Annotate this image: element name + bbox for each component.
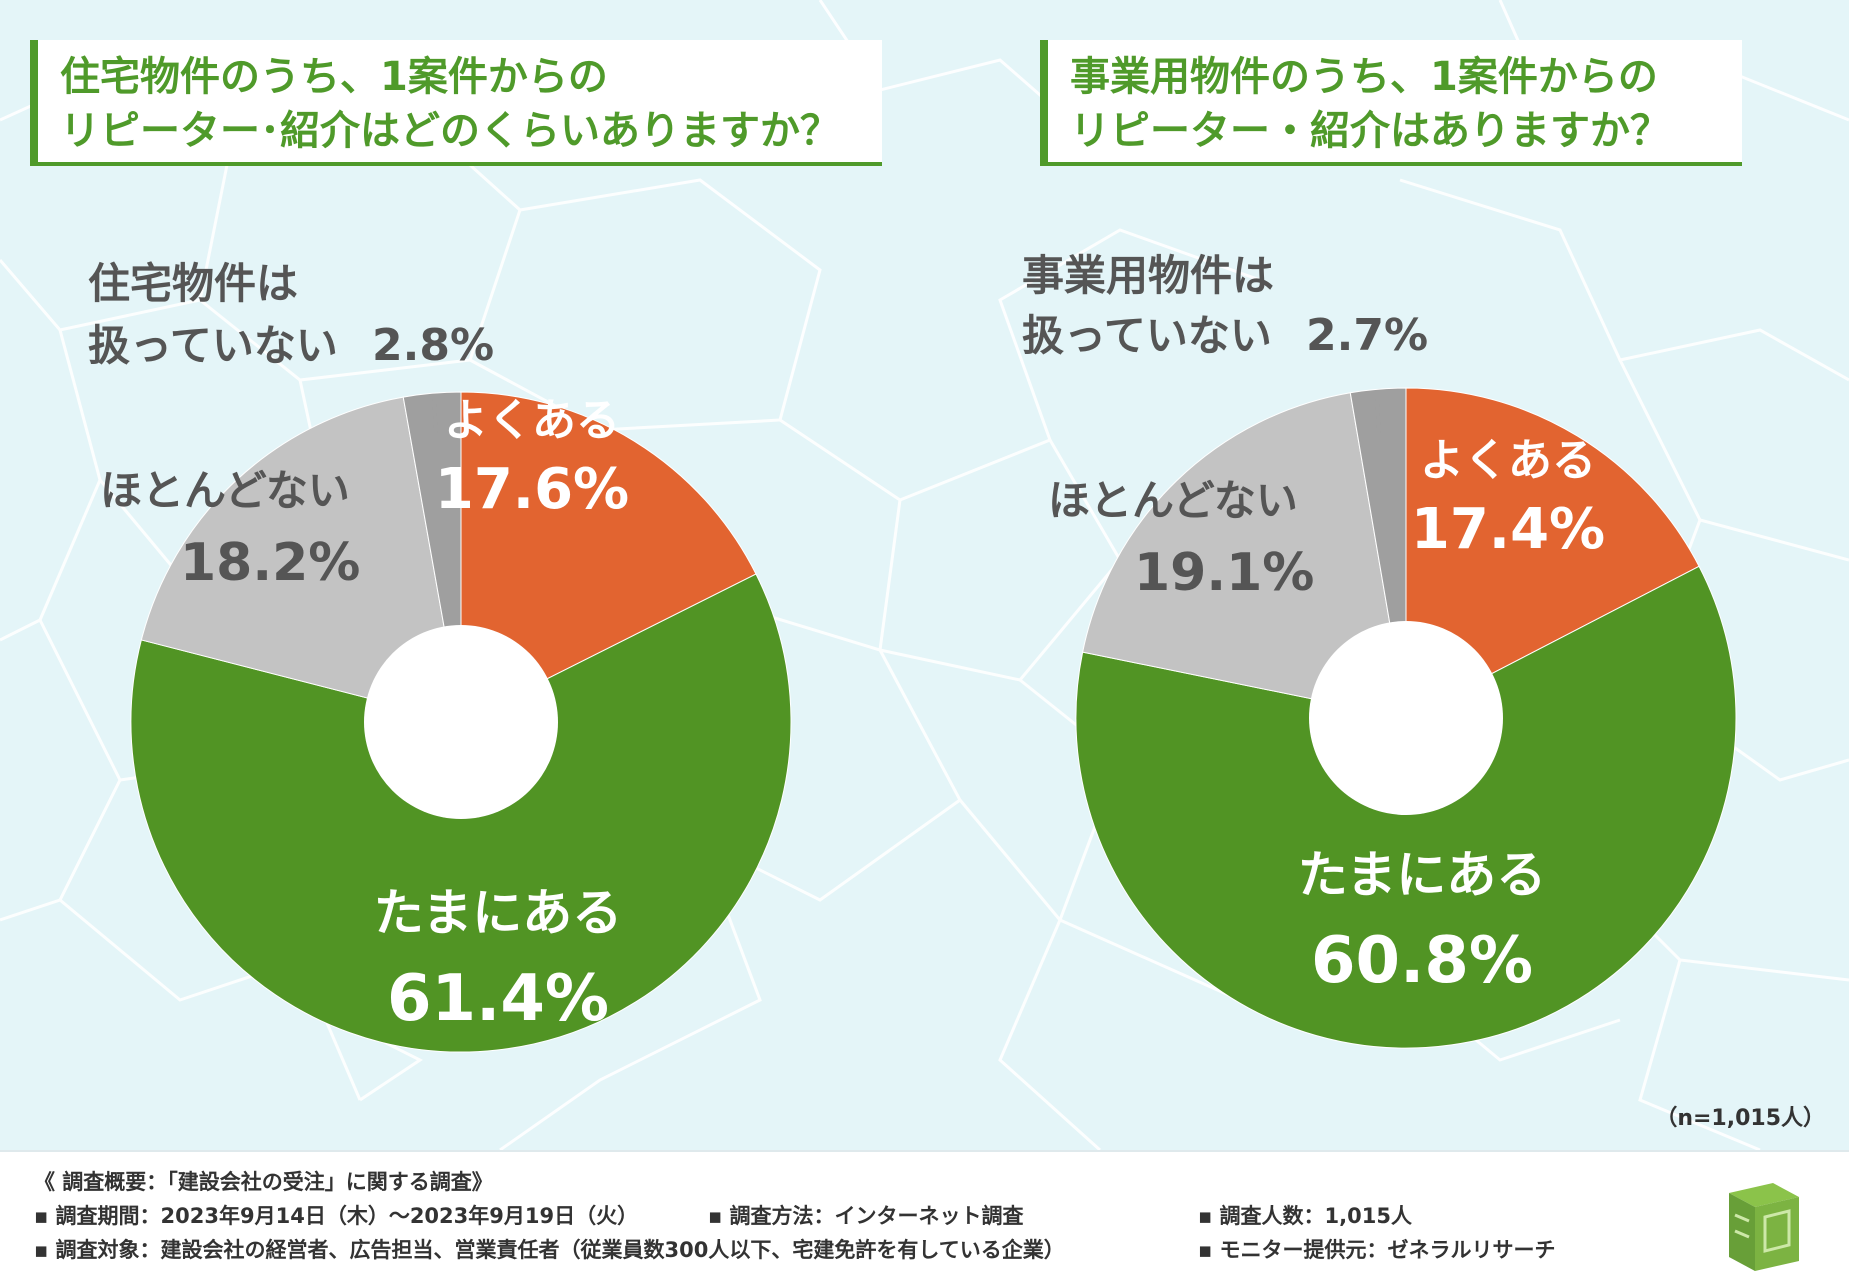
label-not-handled-1: 事業用物件は (1022, 251, 1274, 300)
sample-size-label: （n=1,015人） (1655, 1106, 1825, 1131)
label-not-handled-1: 住宅物件は (88, 259, 298, 308)
chart-title-commercial: 事業用物件のうち、1案件からの リピーター・紹介はありますか？ (1040, 40, 1742, 166)
brand-cube-logo (1729, 1183, 1799, 1271)
chart-title-line-2: リピーター・紹介はありますか？ (1070, 108, 1670, 154)
value-often: 17.4% (1411, 497, 1605, 562)
label-rarely: ほとんどない (1048, 476, 1298, 525)
chart-title-line-2: リピーター･紹介はどのくらいありますか？ (60, 108, 840, 154)
chart-title-line-1: 事業用物件のうち、1案件からの (1070, 54, 1658, 100)
footer-count: ▪ 調査人数：1,015人 (1198, 1204, 1412, 1228)
slice-rarely (140, 396, 462, 723)
survey-footer: 《 調査概要：「建設会社の受注」に関する調査》 ▪ 調査期間：2023年9月14… (0, 1150, 1849, 1282)
footer-provider: ▪ モニター提供元：ゼネラルリサーチ (1198, 1238, 1556, 1262)
label-sometimes: たまにある (1298, 846, 1547, 904)
chart-title-residential: 住宅物件のうち、1案件からの リピーター･紹介はどのくらいありますか？ (30, 40, 882, 166)
footer-summary: 《 調査概要：「建設会社の受注」に関する調査》 (34, 1170, 493, 1194)
donut-hole (364, 625, 558, 819)
slice-often (1405, 387, 1700, 719)
label-rarely: ほとんどない (100, 466, 350, 515)
label-sometimes: たまにある (374, 884, 623, 942)
donut-chart-commercial: 事業用物件は 扱っていない 2.7% ほとんどない 19.1% よくある 17.… (1022, 251, 1737, 1049)
chart-title-line-1: 住宅物件のうち、1案件からの (60, 54, 608, 100)
value-not-handled: 2.8% (372, 320, 494, 371)
label-not-handled-2: 扱っていない (1022, 311, 1272, 360)
value-not-handled: 2.7% (1306, 310, 1428, 361)
footer-period: ▪ 調査期間：2023年9月14日（木）～2023年9月19日（火） (34, 1204, 639, 1228)
donut-hole (1309, 621, 1503, 815)
value-rarely: 19.1% (1134, 543, 1314, 603)
footer-target: ▪ 調査対象：建設会社の経営者、広告担当、営業責任者（従業員数300人以下、宅建… (34, 1238, 1065, 1262)
footer-method: ▪ 調査方法：インターネット調査 (708, 1204, 1024, 1228)
label-not-handled-2: 扱っていない (88, 321, 338, 370)
donut-chart-residential: 住宅物件は 扱っていない 2.8% ほとんどない 18.2% よくある 17.6… (88, 259, 792, 1053)
slice-often (460, 391, 757, 723)
value-sometimes: 60.8% (1311, 924, 1533, 998)
slice-rarely (1082, 392, 1407, 719)
leader-line (1375, 397, 1381, 435)
value-sometimes: 61.4% (387, 962, 609, 1036)
label-often: よくある (1420, 435, 1596, 486)
value-often: 17.6% (435, 457, 629, 522)
value-rarely: 18.2% (180, 533, 360, 593)
leader-line (432, 397, 438, 435)
label-often: よくある (444, 395, 620, 446)
